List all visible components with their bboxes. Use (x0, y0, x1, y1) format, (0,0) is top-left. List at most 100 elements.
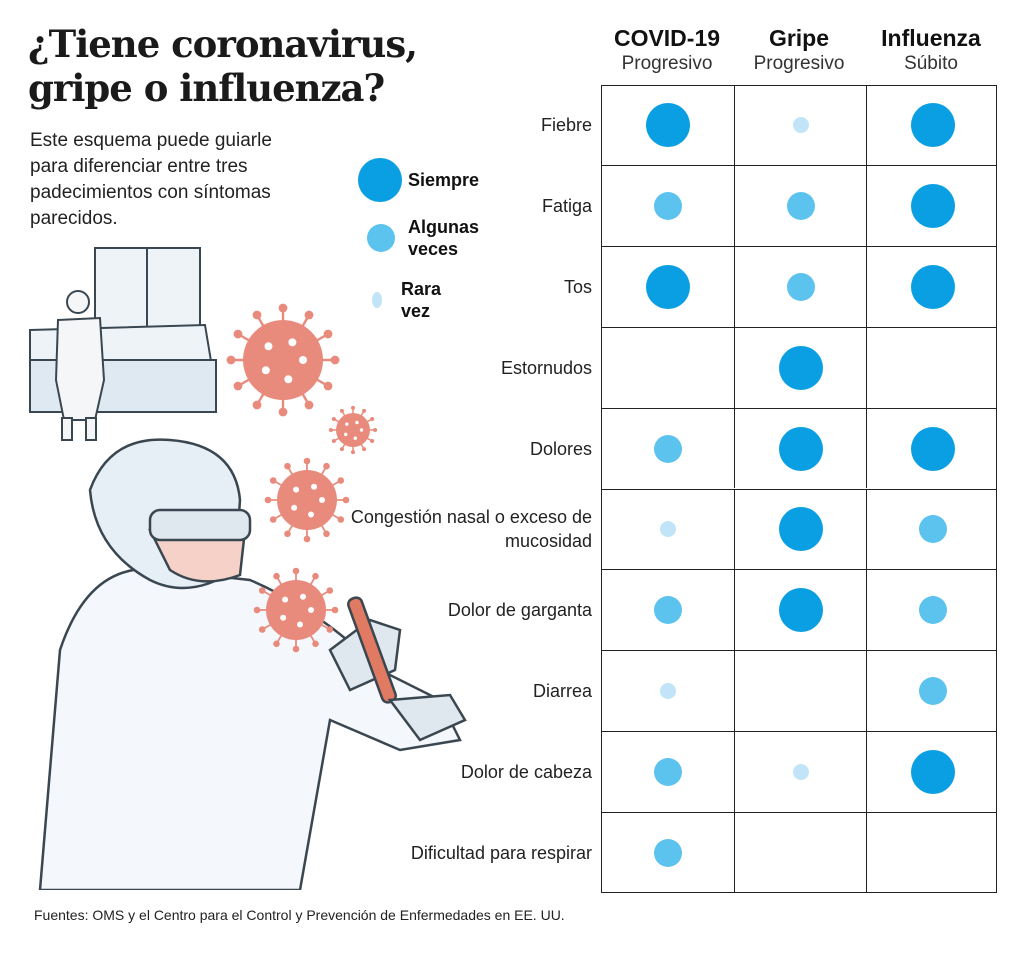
frequency-dot-level-2 (786, 192, 815, 221)
cell-gripe (734, 812, 866, 893)
symptom-label: Diarrea (532, 680, 592, 701)
cell-influenza (866, 327, 998, 408)
legend-item-rara-vez: Rara vez (372, 278, 447, 322)
column-header-influenza: Influenza Súbito (865, 24, 997, 76)
symptom-label: Dificultad para respirar (410, 842, 592, 863)
cell-covid-19 (602, 651, 734, 731)
column-name: Influenza (881, 25, 981, 51)
cell-covid-19 (602, 409, 734, 489)
virus-icon (328, 405, 378, 455)
virus-icon (264, 457, 350, 543)
frequency-dot-level-2 (654, 838, 682, 867)
cell-gripe (734, 570, 866, 651)
symptom-label: Dolor de garganta (447, 600, 592, 621)
symptom-label: Estornudos (500, 357, 592, 378)
column-name: COVID-19 (613, 25, 721, 51)
frequency-dot-level-2 (654, 596, 682, 625)
intro-text: Este esquema puede guiarle para diferenc… (30, 130, 272, 229)
title-line-1: ¿Tiene coronavirus, (28, 22, 418, 66)
table-row (602, 811, 998, 893)
virus-icon (253, 567, 339, 653)
medium-dot-icon (367, 224, 395, 252)
frequency-dot-level-1 (792, 763, 809, 780)
legend-item-siempre: Siempre (358, 158, 479, 202)
table-row (602, 488, 998, 570)
table-row (602, 84, 998, 166)
frequency-dot-level-2 (918, 596, 947, 625)
cell-gripe (734, 247, 866, 327)
symptom-grid (601, 84, 998, 893)
table-row (602, 165, 998, 247)
frequency-dot-level-2 (786, 272, 815, 301)
large-dot-icon (358, 158, 402, 202)
frequency-dot-level-3 (778, 426, 823, 471)
frequency-dot-level-3 (778, 507, 823, 552)
cell-covid-19 (602, 166, 734, 246)
cell-gripe (734, 651, 866, 731)
column-onset: Progresivo (621, 53, 713, 74)
symptom-label: Dolores (529, 438, 592, 459)
cell-influenza (866, 84, 998, 166)
virus-icon (226, 303, 340, 417)
lab-illustration (29, 247, 467, 890)
cell-gripe (734, 84, 866, 166)
symptom-label: Congestión nasal o exceso de mucosidad (350, 507, 592, 552)
frequency-dot-level-2 (918, 515, 947, 544)
virus-icons (226, 303, 378, 653)
frequency-dot-level-3 (778, 345, 823, 390)
cell-covid-19 (602, 570, 734, 650)
cell-gripe (734, 408, 866, 489)
cell-gripe (734, 489, 866, 570)
cell-covid-19 (602, 490, 734, 570)
cell-gripe (734, 327, 866, 408)
column-name: Gripe (768, 25, 830, 51)
frequency-dot-level-1 (660, 682, 676, 699)
title-line-2: gripe o influenza? (28, 66, 385, 110)
symptom-label: Fiebre (540, 115, 592, 136)
frequency-dot-level-3 (910, 184, 955, 229)
cell-gripe (734, 166, 866, 247)
table-row (602, 407, 998, 489)
frequency-dot-level-3 (646, 102, 690, 147)
table-row (602, 730, 996, 812)
table-row (602, 326, 998, 408)
cell-influenza (866, 570, 998, 651)
symptom-label: Fatiga (541, 196, 592, 217)
source-note: Fuentes: OMS y el Centro para el Control… (34, 907, 565, 923)
cell-covid-19 (602, 85, 734, 166)
cell-gripe (734, 731, 866, 812)
scientist-figure-icon (38, 438, 467, 890)
frequency-dot-level-3 (910, 426, 955, 471)
page-title: ¿Tiene coronavirus, gripe o influenza? (28, 22, 418, 110)
cell-influenza (866, 247, 998, 327)
column-header-covid: COVID-19 Progresivo (601, 24, 733, 76)
cell-covid-19 (602, 732, 734, 812)
legend-item-algunas-veces: Algunas veces (367, 216, 498, 260)
worker-figure-icon (54, 290, 106, 441)
column-onset: Progresivo (753, 53, 845, 74)
frequency-dot-level-3 (910, 102, 955, 147)
frequency-dot-level-3 (910, 264, 955, 309)
table-row (602, 246, 996, 327)
frequency-dot-level-2 (654, 757, 682, 786)
small-dot-icon (372, 292, 382, 308)
symptom-label: Dolor de cabeza (460, 761, 592, 782)
frequency-dot-level-1 (792, 116, 809, 133)
cell-covid-19 (602, 813, 734, 893)
cell-covid-19 (602, 328, 734, 408)
column-header-gripe: Gripe Progresivo (733, 24, 865, 76)
cell-covid-19 (602, 247, 734, 327)
frequency-dot-level-2 (918, 676, 947, 705)
cell-influenza (866, 651, 998, 731)
cell-influenza (866, 166, 998, 247)
cell-influenza (866, 408, 998, 489)
symptom-label: Tos (563, 276, 592, 297)
cell-influenza (866, 812, 998, 893)
frequency-dot-level-1 (660, 521, 676, 538)
frequency-dot-level-3 (910, 749, 955, 794)
frequency-dot-level-2 (654, 192, 682, 221)
frequency-dot-level-3 (646, 264, 690, 309)
cell-influenza (866, 489, 998, 570)
frequency-dot-level-3 (778, 588, 823, 633)
column-onset: Súbito (904, 53, 958, 74)
